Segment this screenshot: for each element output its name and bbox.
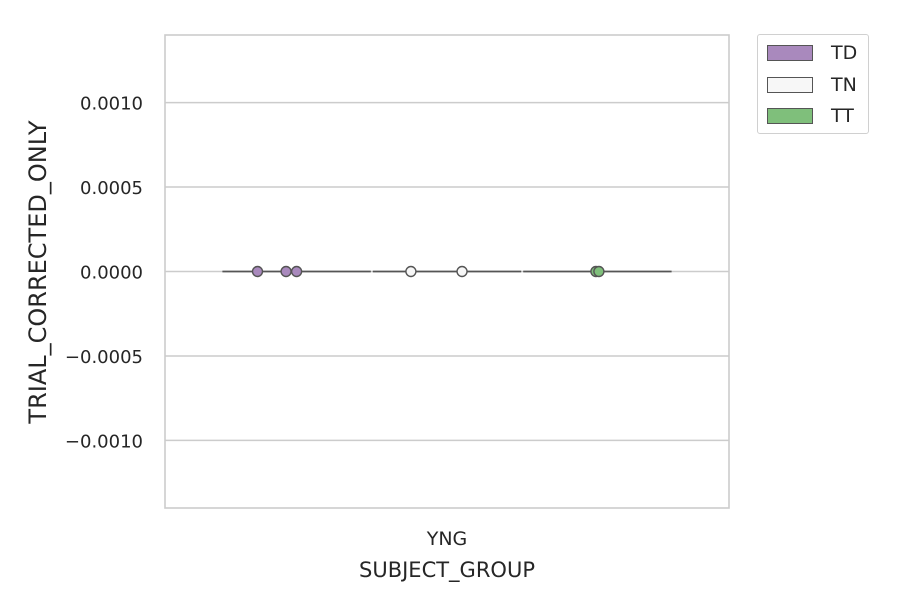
legend-label-tn: TN [831, 74, 857, 96]
x-tick-labels: YNG [426, 528, 468, 550]
y-tick-label: −0.0005 [65, 347, 143, 368]
point-td[interactable] [280, 265, 292, 278]
legend-swatch-tt [767, 108, 813, 124]
legend-swatch-tn [767, 77, 813, 93]
legend-label-tt: TT [831, 105, 854, 127]
y-tick-label: 0.0000 [80, 263, 143, 284]
x-axis-label: SUBJECT_GROUP [359, 558, 535, 583]
legend: TD TN TT [757, 34, 869, 134]
data-points[interactable] [251, 265, 605, 278]
y-tick-label: 0.0005 [80, 178, 143, 199]
legend-item-tn[interactable]: TN [767, 74, 857, 96]
point-tt[interactable] [593, 265, 605, 278]
legend-item-td[interactable]: TD [767, 42, 858, 64]
y-tick-labels: 0.0010 0.0005 0.0000 −0.0005 −0.0010 [65, 94, 143, 453]
point-td[interactable] [290, 265, 303, 278]
point-tn[interactable] [456, 265, 468, 278]
plot-frame [164, 34, 730, 509]
y-tick-label: 0.0010 [80, 94, 143, 115]
legend-item-tt[interactable]: TT [767, 105, 854, 127]
x-tick-label: YNG [426, 528, 468, 550]
legend-swatch-td [767, 45, 813, 61]
y-tick-label: −0.0010 [65, 431, 143, 452]
y-axis-label: TRIAL_CORRECTED_ONLY [24, 120, 52, 424]
point-td[interactable] [251, 265, 264, 278]
point-tn[interactable] [405, 265, 417, 278]
legend-label-td: TD [831, 42, 858, 64]
